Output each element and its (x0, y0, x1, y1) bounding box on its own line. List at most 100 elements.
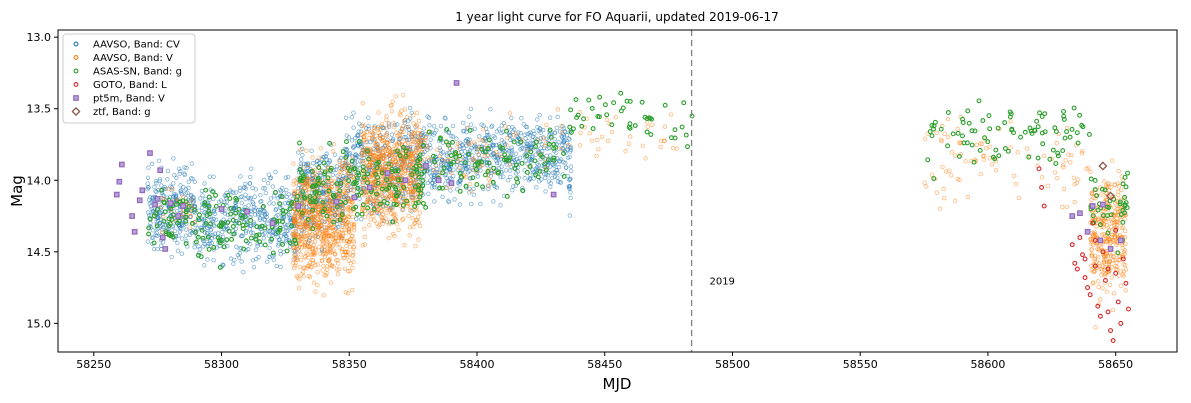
data-point (956, 153, 962, 159)
data-point (445, 151, 450, 156)
data-point (444, 126, 450, 132)
data-point (378, 124, 384, 129)
data-point (609, 129, 615, 135)
data-point (1062, 135, 1068, 141)
data-point (431, 172, 437, 178)
data-point (311, 219, 317, 225)
data-point (381, 145, 387, 150)
data-point (476, 152, 481, 157)
data-point (1121, 249, 1127, 255)
data-point (322, 171, 328, 177)
data-point (330, 172, 336, 178)
data-point (366, 123, 371, 129)
data-point (184, 238, 189, 244)
data-point (351, 228, 357, 233)
data-point (326, 188, 332, 194)
data-point (376, 130, 381, 136)
data-point (328, 280, 334, 285)
data-point (315, 262, 320, 267)
data-point (542, 161, 548, 167)
data-point (427, 178, 433, 183)
data-point (175, 240, 180, 246)
data-point (577, 143, 583, 148)
data-point (248, 195, 253, 201)
data-point (509, 145, 514, 150)
data-point (587, 131, 592, 136)
data-point (1088, 236, 1093, 242)
data-point (280, 241, 285, 247)
data-point (597, 94, 603, 100)
data-point (199, 205, 205, 211)
data-point (162, 246, 169, 252)
data-point (453, 80, 460, 86)
data-point (386, 144, 391, 150)
data-point (1075, 140, 1081, 146)
data-point (494, 129, 500, 134)
data-point (209, 240, 214, 246)
data-point (157, 177, 163, 182)
data-point (307, 230, 312, 235)
data-point (1092, 231, 1098, 237)
data-point (574, 114, 580, 120)
data-point (402, 135, 407, 140)
data-point (1116, 192, 1121, 198)
data-point (187, 225, 192, 231)
data-point (524, 124, 530, 130)
data-point (320, 199, 326, 205)
data-point (1110, 232, 1115, 238)
data-point (985, 139, 991, 145)
data-point (547, 127, 553, 133)
data-point (275, 213, 280, 218)
data-point (384, 205, 389, 211)
data-point (392, 216, 397, 221)
data-point (1100, 285, 1105, 291)
data-point (568, 168, 574, 174)
data-point (172, 172, 177, 178)
x-tick-label: 58500 (715, 358, 750, 371)
data-point (1123, 288, 1128, 293)
data-point (473, 167, 479, 172)
data-point (495, 155, 501, 160)
data-point (154, 180, 159, 186)
data-point (145, 175, 151, 180)
data-point (1026, 154, 1032, 160)
data-point (1042, 153, 1047, 158)
data-point (405, 201, 410, 207)
data-point (1103, 277, 1108, 283)
legend-label: ztf, Band: g (93, 107, 151, 118)
data-point (351, 110, 356, 115)
data-point (350, 170, 356, 176)
data-point (303, 220, 309, 226)
data-point (313, 199, 319, 205)
data-point (298, 176, 303, 182)
data-point (340, 224, 345, 229)
data-point (451, 167, 456, 172)
data-point (1061, 186, 1067, 192)
data-point (397, 153, 403, 159)
data-point (340, 166, 345, 172)
data-point (340, 235, 345, 241)
data-point (548, 134, 554, 140)
data-point (1109, 158, 1115, 163)
data-point (425, 180, 431, 186)
data-point (453, 154, 459, 160)
data-point (551, 145, 557, 151)
data-point (426, 115, 432, 120)
data-point (1105, 266, 1111, 272)
data-point (468, 106, 474, 111)
data-point (550, 170, 556, 175)
data-point (349, 138, 355, 143)
data-point (493, 149, 499, 154)
data-point (408, 178, 414, 183)
data-point (986, 113, 992, 119)
data-point (403, 137, 408, 143)
data-point (310, 246, 315, 252)
data-point (243, 186, 249, 191)
data-point (1126, 306, 1131, 312)
data-point (349, 158, 355, 164)
data-point (186, 179, 192, 185)
data-point (149, 235, 155, 241)
data-point (430, 153, 436, 159)
data-point (321, 235, 326, 241)
